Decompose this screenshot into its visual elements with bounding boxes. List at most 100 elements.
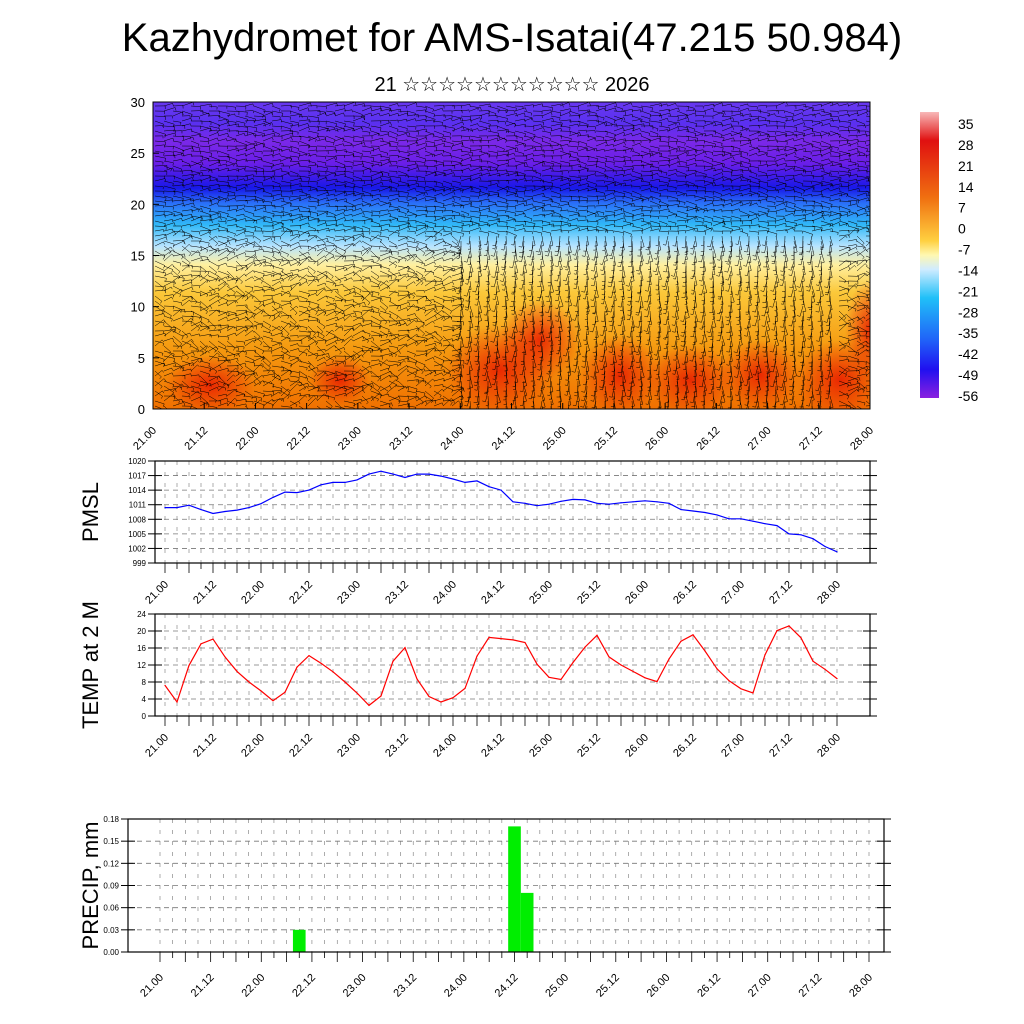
wind-barb xyxy=(361,309,372,317)
wind-barb xyxy=(658,340,662,352)
wind-barb xyxy=(604,144,614,147)
wind-barb xyxy=(559,165,573,170)
wind-barb xyxy=(847,304,859,312)
wind-barb xyxy=(694,151,707,157)
wind-barb xyxy=(442,360,453,364)
wind-barb xyxy=(397,334,409,338)
wind-barb xyxy=(469,128,479,132)
wind-barb xyxy=(451,250,461,256)
wind-barb xyxy=(235,285,246,297)
wind-barb xyxy=(802,143,813,147)
wind-barb xyxy=(580,390,588,402)
wind-barb xyxy=(622,155,632,161)
wind-barb xyxy=(658,215,668,219)
wind-barb xyxy=(478,198,490,202)
wind-barb xyxy=(262,170,276,176)
wind-barb xyxy=(798,245,804,256)
wind-barb xyxy=(505,205,516,210)
wind-barb xyxy=(334,245,347,255)
wind-barb xyxy=(208,115,221,119)
wind-barb xyxy=(811,210,824,217)
wind-barb xyxy=(566,340,570,350)
wind-barb xyxy=(527,305,534,316)
wind-barb xyxy=(433,210,444,213)
wind-barb xyxy=(334,165,346,172)
wind-barb xyxy=(154,225,167,231)
wind-barb xyxy=(600,360,606,371)
wind-barb xyxy=(487,137,499,142)
wind-barb xyxy=(325,183,336,187)
colorbar-label: -35 xyxy=(958,325,978,341)
wind-barb xyxy=(622,160,633,164)
wind-barb xyxy=(325,102,338,107)
wind-barb xyxy=(379,240,389,252)
wind-barb xyxy=(577,140,588,147)
wind-barb xyxy=(298,175,310,181)
wind-barb xyxy=(792,310,796,323)
wind-barb xyxy=(573,355,579,366)
wind-barb xyxy=(154,130,167,138)
wind-barb xyxy=(631,208,643,212)
wind-barb xyxy=(658,208,670,212)
wind-barb xyxy=(451,195,461,201)
wind-barb xyxy=(491,375,498,386)
wind-barb xyxy=(415,245,426,256)
wind-barb xyxy=(775,200,788,206)
wind-barb xyxy=(838,259,849,267)
wind-barb xyxy=(253,395,263,401)
colorbar-label: -14 xyxy=(958,262,978,278)
wind-barb xyxy=(379,185,392,191)
wind-barb xyxy=(163,249,176,257)
wind-barb xyxy=(199,345,209,352)
wind-barb xyxy=(406,360,417,366)
wind-barb xyxy=(683,280,687,294)
wind-barb xyxy=(469,117,482,122)
wind-barb xyxy=(739,107,750,112)
wind-barb xyxy=(631,400,633,409)
wind-barb xyxy=(591,385,597,397)
wind-barb xyxy=(154,362,166,367)
wind-barb xyxy=(676,140,686,146)
wind-barb xyxy=(847,370,860,375)
wind-barb xyxy=(262,220,274,227)
wind-barb xyxy=(747,355,751,367)
wind-barb xyxy=(217,380,230,389)
wind-barb xyxy=(361,320,373,324)
wind-barb xyxy=(415,185,426,191)
wind-barb xyxy=(163,329,175,337)
wind-barb xyxy=(504,300,508,310)
wind-barb xyxy=(745,340,750,352)
wind-barb xyxy=(505,210,516,216)
wind-barb xyxy=(190,285,200,289)
wind-barb xyxy=(415,115,427,119)
wind-barb xyxy=(699,355,705,366)
wind-barb xyxy=(573,280,579,290)
wind-barb xyxy=(406,281,416,287)
wind-barb xyxy=(442,299,453,303)
wind-barb xyxy=(827,271,831,280)
wind-barb xyxy=(856,405,863,409)
wind-barb xyxy=(541,140,552,147)
wind-barb xyxy=(509,295,516,308)
wind-barb xyxy=(702,385,706,397)
wind-barb xyxy=(737,395,741,406)
wind-barb xyxy=(631,132,642,137)
wind-barb xyxy=(424,390,434,401)
wind-barb xyxy=(154,340,164,346)
wind-barb xyxy=(397,132,408,137)
wind-barb xyxy=(793,122,806,127)
wind-barb xyxy=(701,266,705,275)
wind-barb xyxy=(581,380,588,393)
wind-barb xyxy=(663,315,669,325)
wind-barb xyxy=(217,345,228,353)
wind-barb xyxy=(433,150,445,154)
wind-barb xyxy=(568,224,578,228)
wind-barb xyxy=(792,360,796,372)
wind-barb xyxy=(613,180,623,187)
wind-barb xyxy=(298,375,308,381)
wind-barb xyxy=(298,275,308,283)
wind-barb xyxy=(757,400,760,409)
wind-barb xyxy=(529,295,534,306)
wind-barb xyxy=(244,174,254,178)
wind-barb xyxy=(370,225,382,231)
